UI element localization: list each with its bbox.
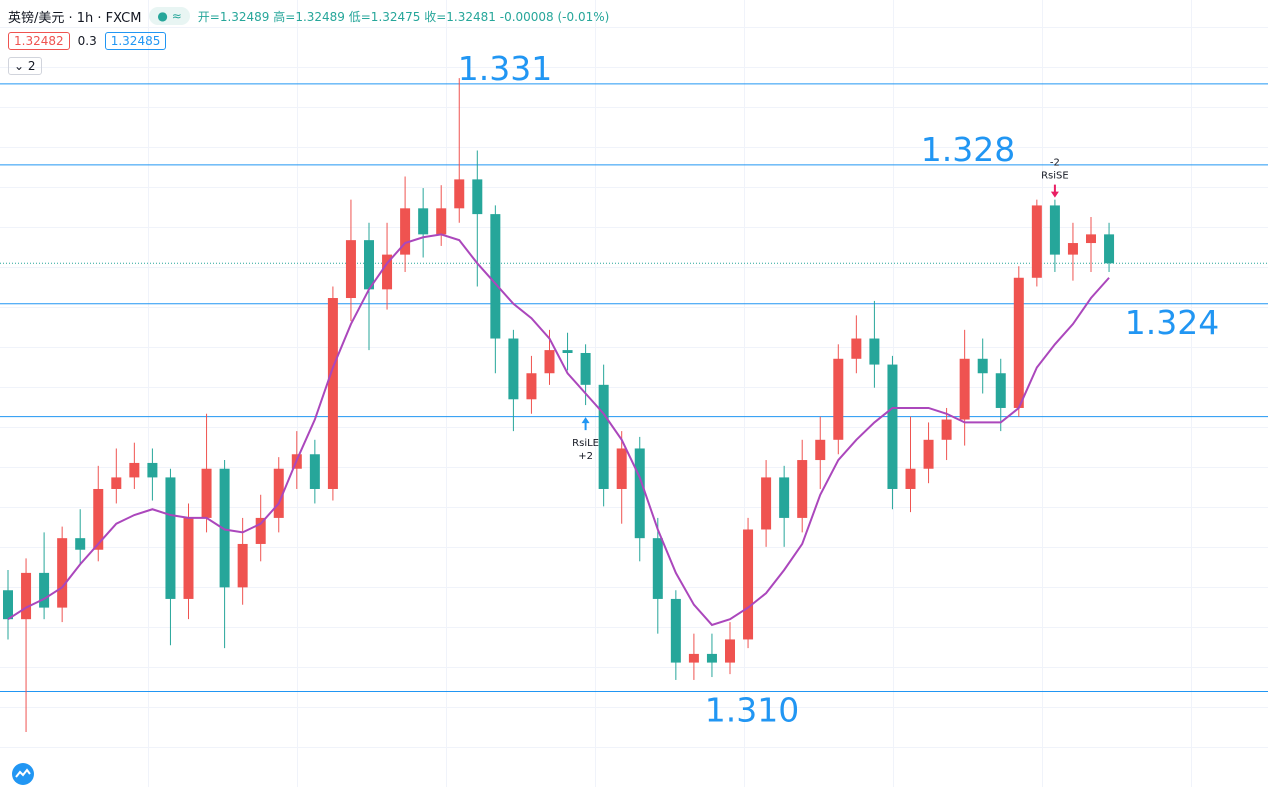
candle-body bbox=[309, 454, 320, 489]
header-row: 英镑/美元 · 1h · FXCM ● ≈ 开=1.32489 高=1.3248… bbox=[8, 6, 609, 26]
candle-body bbox=[977, 358, 988, 374]
candle-body bbox=[1013, 277, 1024, 408]
candle-body bbox=[273, 468, 284, 518]
candle-body bbox=[580, 352, 591, 385]
candle-body bbox=[761, 477, 772, 530]
candle-body bbox=[688, 653, 699, 663]
candle-body bbox=[959, 358, 970, 420]
candle-body bbox=[905, 468, 916, 489]
candle-body bbox=[1067, 243, 1078, 255]
candle-body bbox=[39, 572, 50, 608]
signal-arrow bbox=[581, 417, 590, 431]
candle-body bbox=[327, 298, 338, 489]
candle-body bbox=[436, 208, 447, 235]
header: 英镑/美元 · 1h · FXCM ● ≈ 开=1.32489 高=1.3248… bbox=[8, 6, 609, 81]
candle-body bbox=[21, 572, 32, 620]
candle-body bbox=[634, 448, 645, 539]
symbol: 英镑/美元 · 1h · FXCM bbox=[8, 10, 142, 26]
candle-body bbox=[1031, 205, 1042, 278]
candle-body bbox=[544, 350, 555, 374]
candle-body bbox=[562, 350, 573, 353]
candle-body bbox=[219, 468, 230, 588]
candle-body bbox=[364, 240, 374, 290]
candle-body bbox=[815, 439, 826, 461]
moving-average bbox=[7, 233, 1110, 627]
candle-body bbox=[57, 538, 68, 608]
candle-body bbox=[652, 538, 663, 599]
candle-body bbox=[1049, 205, 1060, 255]
candle-body bbox=[93, 488, 104, 550]
candle-body bbox=[201, 468, 212, 518]
candle-body bbox=[923, 439, 934, 469]
candle-body bbox=[255, 517, 266, 544]
candle-body bbox=[75, 538, 86, 550]
ohlc: 开=1.32489 高=1.32489 低=1.32475 收=1.32481 … bbox=[197, 9, 610, 24]
candle-body bbox=[725, 639, 735, 663]
candle-body bbox=[147, 462, 158, 478]
candle-body bbox=[165, 477, 176, 599]
candle-body bbox=[129, 462, 140, 478]
spread: 0.3 bbox=[77, 34, 97, 48]
signal-name: RsiSE bbox=[1041, 171, 1069, 182]
collapse-count: 2 bbox=[27, 59, 36, 73]
candle-body bbox=[508, 338, 519, 400]
candle-body bbox=[869, 338, 880, 365]
candle-body bbox=[743, 529, 754, 640]
candle-body bbox=[833, 358, 844, 440]
level-label: 1.331 bbox=[458, 49, 552, 88]
candle-body bbox=[3, 590, 13, 620]
candle-body bbox=[400, 208, 411, 255]
signal-arrow bbox=[1050, 184, 1059, 198]
status[interactable]: ● ≈ bbox=[149, 7, 190, 25]
candle-body bbox=[382, 254, 393, 290]
level-label: 1.324 bbox=[1125, 303, 1219, 342]
candle-body bbox=[598, 384, 609, 489]
candle-body bbox=[941, 419, 952, 440]
candle-body bbox=[797, 460, 808, 518]
level-label: 1.328 bbox=[921, 130, 1015, 169]
collapse-button[interactable]: ⌄ 2 bbox=[8, 57, 42, 75]
candle-body bbox=[616, 448, 627, 489]
signal-name: RsiLE bbox=[572, 438, 599, 449]
candle-body bbox=[779, 477, 790, 518]
candle-body bbox=[526, 373, 537, 400]
bid[interactable]: 1.32482 bbox=[8, 32, 70, 50]
quote-row: 1.32482 0.3 1.32485 bbox=[8, 31, 609, 51]
candle-body bbox=[490, 214, 501, 339]
collapse-row: ⌄ 2 bbox=[8, 56, 609, 76]
candle-body bbox=[472, 179, 483, 215]
signal-qty: -2 bbox=[1050, 158, 1060, 169]
candle-body bbox=[1086, 234, 1096, 244]
candle-body bbox=[1104, 234, 1115, 264]
candle-body bbox=[345, 240, 356, 299]
signal-qty: +2 bbox=[578, 451, 593, 462]
candle-body bbox=[706, 653, 717, 663]
ask[interactable]: 1.32485 bbox=[104, 32, 167, 50]
candle-body bbox=[418, 208, 429, 235]
candle-body bbox=[670, 598, 681, 663]
candle-body bbox=[887, 364, 898, 489]
level-label: 1.310 bbox=[705, 691, 799, 730]
logo[interactable] bbox=[8, 762, 38, 786]
candle-body bbox=[995, 373, 1006, 408]
candle-body bbox=[454, 179, 465, 209]
candle-body bbox=[851, 338, 862, 359]
candle-body bbox=[237, 543, 248, 588]
candle-body bbox=[111, 477, 122, 489]
candle-body bbox=[183, 517, 194, 599]
